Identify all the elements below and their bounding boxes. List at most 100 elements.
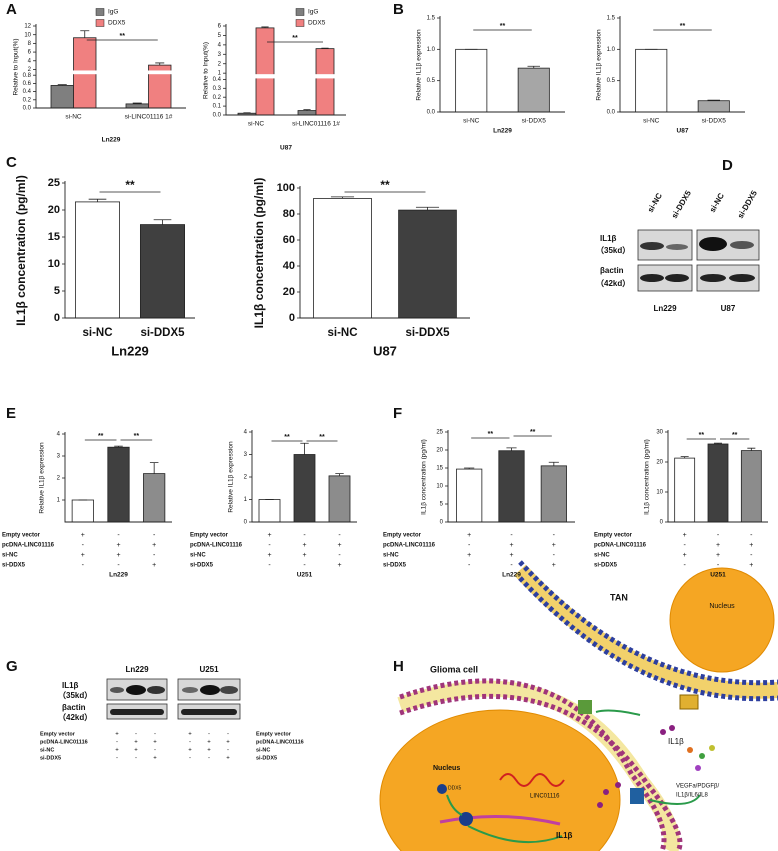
condition-label: si-NC (256, 747, 270, 753)
error-bar (88, 198, 107, 202)
condition-label: Empty vector (2, 533, 41, 539)
y-axis-title: Relative IL1β expression (596, 29, 603, 101)
condition-label: Empty vector (190, 533, 229, 539)
panel-label: D (722, 157, 733, 174)
diagram-label: IL1β (556, 831, 573, 840)
bar (258, 499, 281, 523)
condition-label: si-DDX5 (2, 563, 26, 569)
x-tick-label: si-LINC01116 1# (125, 114, 173, 121)
condition-sign: - (208, 756, 210, 762)
condition-sign: + (749, 562, 753, 569)
y-tick-label: 5 (218, 33, 222, 39)
condition-label: si-DDX5 (40, 755, 61, 761)
legend-swatch (295, 19, 305, 27)
glioma-nucleus (379, 709, 621, 851)
diagram-label: IL1β/IL6/IL8 (676, 793, 708, 799)
y-tick-label: 25 (48, 177, 60, 189)
diagram-label: Glioma cell (430, 664, 478, 674)
condition-sign: + (267, 532, 271, 539)
cell-label: U87 (721, 304, 736, 313)
glioma-membrane (399, 678, 667, 851)
receptor (679, 694, 699, 710)
y-tick-label: 3 (57, 454, 61, 460)
x-axis-title: U251 (710, 572, 726, 579)
bar (143, 473, 166, 523)
panel-label: A (6, 1, 17, 18)
significance-label: ** (699, 432, 705, 439)
condition-sign: + (207, 748, 211, 754)
condition-label: Empty vector (594, 533, 633, 539)
band-label: （42kd） (596, 278, 630, 288)
y-tick-label: 0.6 (23, 81, 32, 87)
legend-label: IgG (108, 9, 118, 16)
x-axis-title: U251 (297, 572, 313, 579)
condition-label: pcDNA-LINC01116 (256, 739, 304, 745)
legend-swatch (95, 8, 105, 16)
condition-label: Empty vector (40, 731, 76, 737)
y-tick-label: 1.5 (607, 16, 616, 22)
condition-sign: + (115, 732, 119, 738)
factor (699, 753, 705, 759)
y-tick-label: 0.0 (23, 106, 32, 112)
error-bar (155, 62, 165, 66)
y-tick-label: 0.0 (427, 110, 436, 116)
bar (707, 443, 729, 523)
y-tick-label: 6 (28, 50, 32, 56)
band-label: IL1β (62, 681, 79, 690)
bar (107, 446, 130, 523)
condition-label: si-DDX5 (383, 563, 407, 569)
y-axis-title: IL1β concentration (pg/ml) (252, 178, 266, 329)
y-axis-title: Relative to Input(%) (203, 42, 210, 99)
x-tick-label: si-NC (82, 327, 112, 339)
y-tick-label: 2 (28, 67, 32, 73)
bar (328, 475, 351, 523)
condition-sign: + (116, 552, 120, 559)
condition-sign: - (303, 562, 306, 569)
x-tick-label: si-DDX5 (405, 327, 450, 339)
panel-label: F (393, 405, 402, 422)
y-tick-label: 2 (244, 475, 248, 481)
condition-sign: - (189, 756, 191, 762)
ddx5-protein (459, 812, 473, 826)
band (665, 274, 689, 282)
condition-sign: - (303, 532, 306, 539)
condition-sign: - (154, 748, 156, 754)
y-tick-label: 0.5 (607, 78, 616, 84)
condition-sign: + (134, 740, 138, 746)
condition-sign: + (716, 542, 720, 549)
error-bar (80, 30, 90, 38)
x-axis-title: Ln229 (493, 128, 512, 135)
bar (456, 468, 483, 523)
condition-sign: - (683, 562, 686, 569)
x-tick-label: si-NC (248, 121, 265, 128)
axis-break (37, 70, 187, 75)
band-label: IL1β (600, 234, 617, 243)
y-axis-title: Relative to Input(%) (13, 38, 20, 95)
chart: 0 10 20 30 Empty vector + - - pcDNA-LINC01116 - + +… (594, 430, 768, 579)
bar (293, 454, 316, 523)
condition-sign: - (189, 740, 191, 746)
ddx5-protein (437, 784, 447, 794)
bar (398, 209, 457, 319)
bar (297, 110, 317, 116)
chart: 0 5 10 15 20 25 Empty vector + - - pcDNA-LINC01116… (383, 429, 575, 579)
y-tick-label: 2 (218, 61, 222, 67)
band-label: （35kd） (596, 245, 630, 255)
diagram-label: LINC01116 (530, 794, 560, 800)
error-bar (114, 445, 123, 448)
y-tick-label: 0.0 (607, 110, 616, 116)
cell-label: U251 (199, 665, 219, 674)
blot-g: Ln229 U251 IL1β （35kd） βactin （42kd） Emp… (40, 665, 304, 761)
band (700, 274, 726, 282)
significance-label: ** (488, 431, 494, 438)
condition-sign: + (81, 552, 85, 559)
band (699, 237, 727, 251)
y-tick-label: 8 (28, 41, 32, 47)
significance-label: ** (319, 434, 325, 441)
condition-sign: - (82, 542, 85, 549)
x-axis-title: Ln229 (111, 343, 149, 358)
tan-membrane (514, 564, 778, 699)
y-tick-label: 12 (24, 24, 31, 30)
condition-sign: + (115, 748, 119, 754)
